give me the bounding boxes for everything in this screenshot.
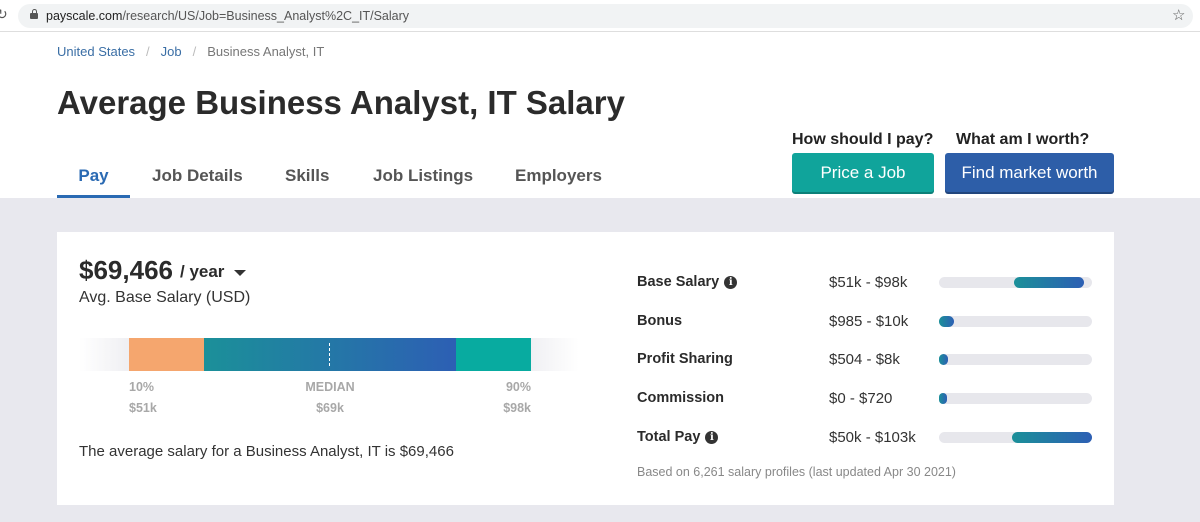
salary-summary: The average salary for a Business Analys… — [79, 443, 454, 460]
info-icon[interactable]: i — [724, 276, 738, 289]
commission-range-fill — [939, 393, 947, 405]
profit-sharing-range: $504 - $8k — [829, 351, 900, 369]
bonus-range-bar — [939, 315, 1092, 327]
tab-job-listings[interactable]: Job Listings — [373, 166, 474, 185]
worth-question: What am I worth? — [956, 131, 1090, 148]
tab-pay[interactable]: Pay — [57, 166, 130, 198]
range-mid-segment — [204, 338, 456, 371]
base-salary-range-bar — [939, 277, 1092, 288]
chevron-down-icon[interactable] — [234, 270, 246, 276]
base-salary-range: $51k - $98k — [829, 274, 908, 291]
commission-label: Commission — [637, 390, 724, 406]
row-name: Commission — [637, 390, 725, 407]
reload-icon[interactable]: ↻ — [0, 6, 8, 22]
lock-icon — [30, 9, 38, 19]
range-low-segment — [129, 338, 204, 371]
row-name: Profit Sharing — [637, 351, 733, 368]
page-title: Average Business Analyst, IT Salary — [57, 84, 625, 121]
breadcrumb-current: Business Analyst, IT — [207, 44, 325, 59]
address-bar[interactable] — [18, 4, 1193, 28]
row-name: Total Pay — [637, 428, 701, 445]
period-selector[interactable]: / year — [180, 262, 225, 281]
pay-question: How should I pay? — [792, 131, 934, 148]
bonus-range: $985 - $10k — [829, 312, 909, 330]
row-name: Base Salary — [637, 274, 720, 290]
bookmark-star-icon[interactable]: ☆ — [1172, 7, 1186, 24]
profit-sharing-range-fill — [939, 354, 949, 366]
breadcrumb: United States / Job / Business Analyst, IT — [57, 44, 325, 59]
tab-job-details[interactable]: Job Details — [152, 166, 243, 185]
profit-sharing-range-bar — [939, 354, 1092, 366]
total-pay-range-fill — [1012, 431, 1092, 443]
info-icon[interactable]: i — [705, 430, 719, 444]
base-salary-range-fill — [1013, 277, 1085, 288]
p10-label: 10% — [129, 380, 155, 394]
url-text[interactable]: payscale.com/research/US/Job=Business_An… — [46, 9, 409, 23]
footnote: Based on 6,261 salary profiles (last upd… — [637, 465, 956, 479]
tab-skills[interactable]: Skills — [285, 166, 330, 185]
total-pay-range: $50k - $103k — [829, 428, 916, 446]
salary-amount: $69,466 — [79, 255, 173, 285]
find-market-worth-button[interactable]: Find market worth — [945, 153, 1114, 192]
tab-employers[interactable]: Employers — [515, 166, 602, 185]
price-a-job-button[interactable]: Price a Job — [792, 153, 934, 192]
url-path: /research/US/Job=Business_Analyst%2C_IT/… — [122, 9, 410, 23]
base-salary-label: Base Salary i — [637, 274, 738, 290]
row-name: Bonus — [637, 312, 683, 329]
median-value: $69k — [316, 401, 344, 415]
profit-sharing-label: Profit Sharing — [637, 351, 733, 367]
p90-value: $98k — [503, 401, 531, 415]
median-marker — [329, 343, 330, 366]
salary-caption: Avg. Base Salary (USD) — [79, 289, 251, 306]
url-domain: payscale.com — [46, 9, 123, 23]
total-pay-label: Total Pay i — [637, 428, 719, 445]
p10-value: $51k — [129, 401, 157, 415]
breadcrumb-united-states[interactable]: United States — [57, 44, 136, 59]
commission-range-bar — [939, 393, 1092, 405]
commission-range: $0 - $720 — [829, 390, 893, 408]
bonus-range-fill — [939, 315, 955, 327]
breadcrumb-job[interactable]: Job — [160, 44, 182, 59]
p90-label: 90% — [505, 380, 531, 394]
median-label: MEDIAN — [305, 380, 355, 394]
total-pay-range-bar — [939, 431, 1092, 443]
range-high-segment — [456, 338, 531, 371]
bonus-label: Bonus — [637, 313, 682, 329]
